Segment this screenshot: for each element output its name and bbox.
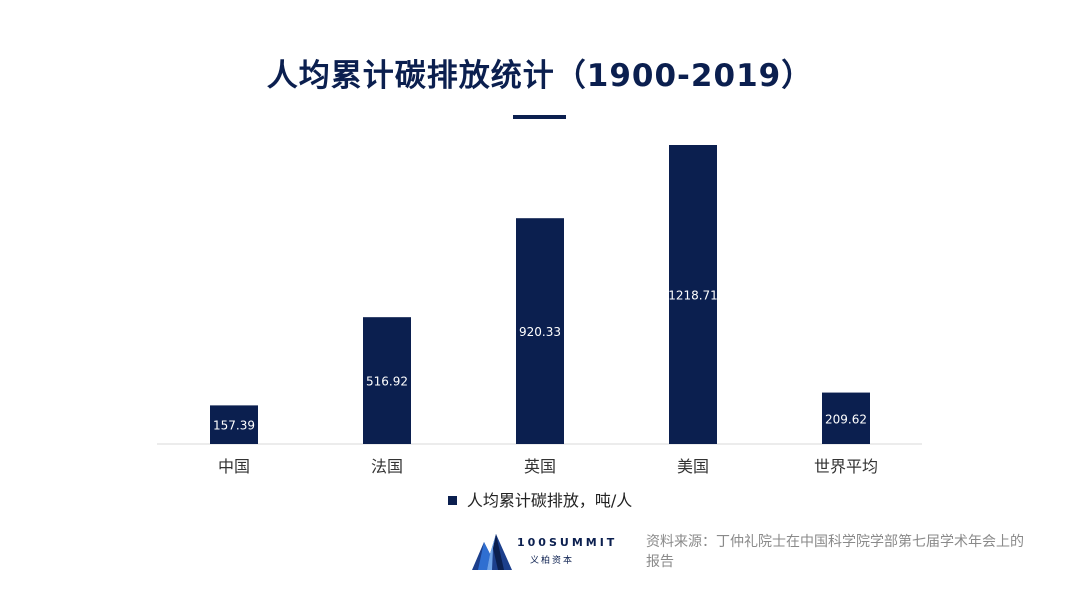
x-tick-label: 世界平均 [814,457,878,476]
bar-4 [822,392,870,444]
bar-value-label: 157.39 [213,419,255,433]
legend: 人均累计碳排放，吨/人 [0,487,1080,511]
bar-0 [210,405,258,444]
bar-value-label: 920.33 [519,325,561,339]
x-tick-label: 中国 [218,457,250,476]
mountain-peaks-icon [472,534,512,570]
bar-value-label: 209.62 [825,412,867,426]
bar-value-label: 516.92 [366,375,408,389]
bar-3 [669,145,717,444]
legend-label: 人均累计碳排放，吨/人 [466,491,633,510]
title-underline [513,115,566,119]
legend-swatch [447,496,457,505]
bar-1 [363,317,411,444]
brand-subtitle: 义柏资本 [530,556,575,566]
brand-name: 100SUMMIT [517,536,618,549]
source-note: 资料来源：丁仲礼院士在中国科学院学部第七届学术年会上的报告 [646,534,1024,570]
x-tick-label: 英国 [524,457,556,476]
bar-value-label: 1218.71 [668,289,718,303]
chart-title: 人均累计碳排放统计（1900-2019） [266,58,814,94]
x-tick-label: 美国 [677,457,709,476]
bar-2 [516,218,564,444]
brand-logo: 100SUMMIT 义柏资本 [470,528,650,573]
x-tick-label: 法国 [371,457,403,476]
